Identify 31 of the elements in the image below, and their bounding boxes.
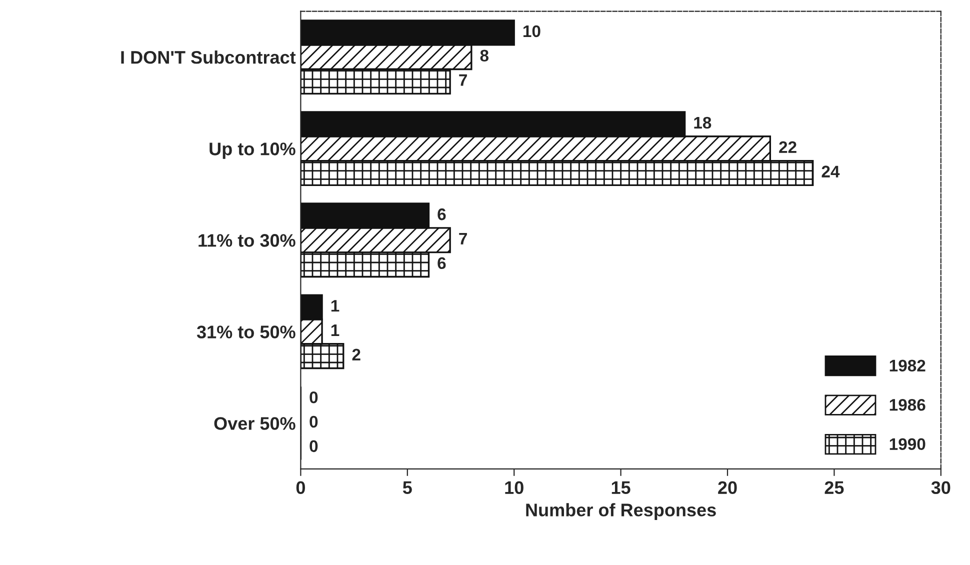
legend-label: 1986 xyxy=(890,398,926,411)
data-label: 6 xyxy=(438,257,446,270)
data-label: 0 xyxy=(310,416,318,428)
data-label: 2 xyxy=(352,348,360,360)
data-label: 10 xyxy=(523,25,540,38)
data-label: 6 xyxy=(438,208,446,220)
data-label: 7 xyxy=(459,74,467,86)
x-tick-label: 15 xyxy=(612,481,630,494)
legend-label: 1990 xyxy=(890,438,926,450)
data-label: 24 xyxy=(822,166,840,178)
x-tick-label: 10 xyxy=(505,481,524,494)
x-tick-label: 25 xyxy=(824,481,844,494)
x-tick-label: 5 xyxy=(402,481,412,494)
y-tick-label: 31% to 50% xyxy=(196,326,296,338)
data-label: 7 xyxy=(459,232,467,244)
y-tick-label: 11% to 30% xyxy=(198,234,296,247)
x-tick-label: 20 xyxy=(718,481,737,494)
y-tick-label: I DON'T Subcontract xyxy=(121,50,296,64)
data-label: 1 xyxy=(331,300,340,312)
data-label: 1 xyxy=(331,324,340,336)
legend-label: 1982 xyxy=(890,360,926,372)
x-tick-label: 0 xyxy=(296,481,305,494)
x-tick-label: 30 xyxy=(931,481,950,494)
data-label: 0 xyxy=(310,391,318,404)
data-label: 22 xyxy=(779,141,796,153)
data-label: 8 xyxy=(480,50,489,62)
data-label: 0 xyxy=(310,440,318,452)
data-label: 18 xyxy=(694,116,712,129)
y-tick-label: Over 50% xyxy=(214,417,296,430)
x-axis-title: Number of Responses xyxy=(526,503,716,520)
y-tick-label: Up to 10% xyxy=(210,142,296,159)
